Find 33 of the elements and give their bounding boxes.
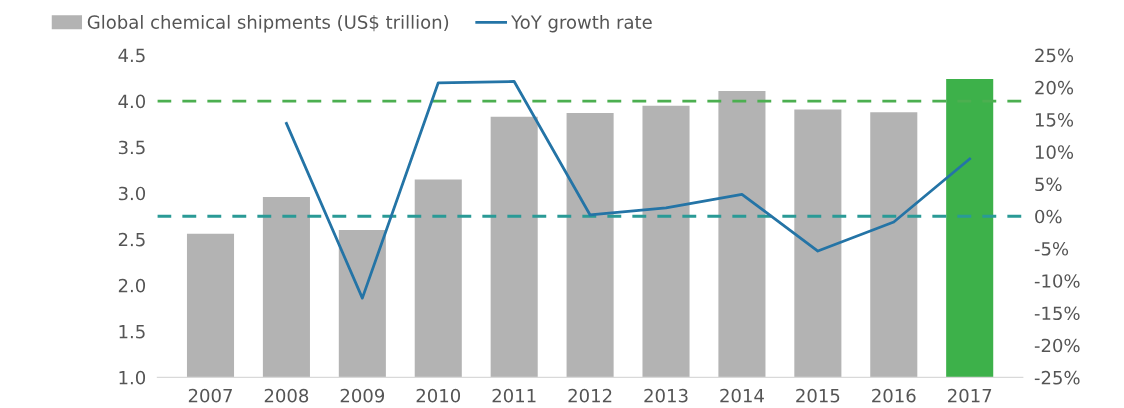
y-tick-label: 4.0 (118, 94, 146, 109)
y-tick-label: 4.5 (118, 48, 145, 63)
y2-tick-label: 20% (1035, 80, 1074, 95)
y2-tick-label: -10% (1034, 274, 1080, 288)
legend-label: Global chemical shipments (US$ trillion) (87, 14, 449, 33)
y2-tick-label: 15% (1035, 113, 1074, 127)
y-tick-label: 1.0 (119, 370, 146, 385)
y-tick-label: 2.5 (118, 232, 145, 247)
y2-tick-label: 25% (1035, 48, 1074, 63)
x-tick-label: 2011 (492, 388, 536, 403)
x-tick-label: 2015 (796, 388, 840, 403)
y-tick-label: 1.5 (119, 325, 145, 339)
x-tick-label: 2010 (416, 388, 461, 403)
y2-tick-label: -25% (1034, 370, 1080, 385)
y2-tick-label: -20% (1034, 338, 1080, 353)
y2-tick-label: 0% (1035, 209, 1062, 224)
y-tick-label: 3.0 (118, 186, 146, 201)
y2-tick-label: 5% (1035, 177, 1062, 192)
x-tick-label: 2008 (264, 388, 309, 403)
x-tick-label: 2009 (340, 388, 385, 403)
y-tick-label: 3.5 (118, 140, 145, 155)
y2-tick-label: -5% (1034, 241, 1069, 256)
x-tick-label: 2013 (644, 388, 688, 403)
x-tick-label: 2017 (948, 388, 992, 403)
legend-label: YoY growth rate (511, 14, 652, 33)
line-series (285, 80, 972, 300)
y2-tick-label: -15% (1034, 306, 1080, 321)
y2-tick-label: 10% (1035, 145, 1074, 159)
x-tick-label: 2014 (720, 388, 764, 403)
x-tick-label: 2016 (872, 388, 916, 403)
x-tick-label: 2007 (188, 388, 232, 403)
x-tick-label: 2012 (568, 388, 612, 403)
y-tick-label: 2.0 (118, 278, 146, 293)
